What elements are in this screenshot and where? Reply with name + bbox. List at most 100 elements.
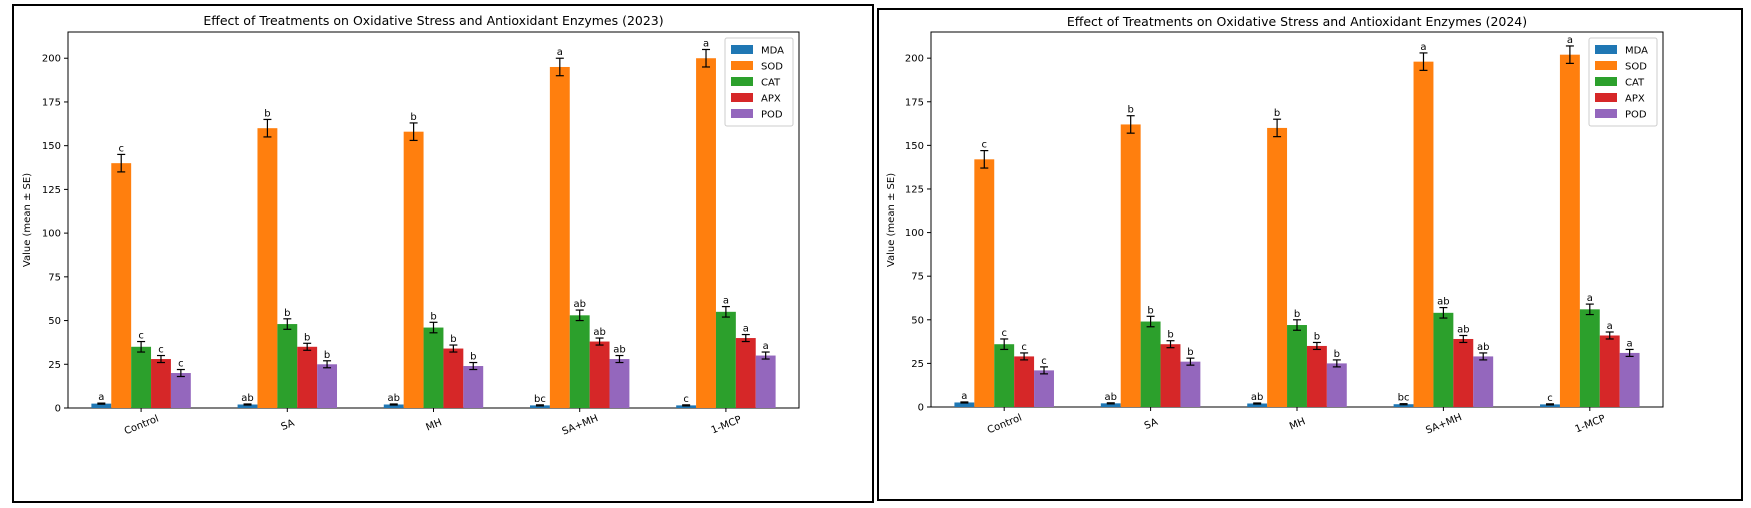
bar-mda: [91, 403, 112, 408]
y-tick-label: 0: [55, 404, 61, 415]
significance-letter: c: [1021, 342, 1026, 353]
bar-cat: [1579, 309, 1600, 407]
significance-letter: ab: [387, 393, 399, 404]
bar-apx: [1599, 335, 1620, 407]
bar-sod: [974, 159, 995, 407]
y-tick-label: 0: [918, 403, 924, 414]
y-axis-label: Value (mean ± SE): [22, 173, 33, 267]
bar-sod: [1413, 61, 1434, 408]
bar-apx: [589, 341, 610, 408]
bar-sod: [111, 163, 132, 408]
bar-apx: [735, 338, 756, 408]
bar-pod: [609, 359, 630, 408]
significance-letter: a: [703, 38, 709, 49]
significance-letter: c: [1041, 356, 1047, 367]
bar-chart-2024: Effect of Treatments on Oxidative Stress…: [886, 14, 1664, 437]
significance-letter: a: [1607, 321, 1613, 332]
bar-mda: [676, 405, 697, 408]
bar-sod: [257, 128, 278, 408]
bar-cat: [1433, 312, 1454, 407]
x-tick-label: SA: [1143, 417, 1160, 432]
significance-letter: a: [1587, 293, 1593, 304]
chart-panel-2024: Effect of Treatments on Oxidative Stress…: [877, 8, 1743, 501]
chart-panel-2023: Effect of Treatments on Oxidative Stress…: [12, 4, 874, 503]
bar-mda: [529, 405, 550, 408]
bar-mda: [954, 402, 975, 407]
significance-letter: b: [1274, 108, 1280, 119]
bar-mda: [1247, 403, 1268, 407]
bar-sod: [1267, 127, 1288, 407]
chart-title: Effect of Treatments on Oxidative Stress…: [1067, 14, 1527, 29]
legend-swatch-pod: [731, 109, 753, 118]
bar-cat: [1140, 321, 1161, 407]
legend-label: SOD: [761, 62, 783, 73]
x-tick-label: SA+MH: [561, 413, 600, 437]
significance-letter: b: [1334, 349, 1340, 360]
bar-pod: [1034, 370, 1054, 407]
significance-letter: ab: [241, 393, 253, 404]
y-tick-label: 175: [42, 97, 61, 108]
bar-cat: [715, 311, 736, 408]
x-tick-label: 1-MCP: [1574, 413, 1607, 435]
bar-cat: [131, 346, 152, 408]
x-tick-label: SA+MH: [1424, 412, 1463, 436]
bar-sod: [1559, 54, 1580, 408]
x-axis-ticks: Control SA MH SA+MH 1-MCP: [986, 407, 1607, 437]
bar-cat: [277, 324, 298, 408]
significance-letter: a: [1627, 338, 1633, 349]
significance-letter: b: [1187, 347, 1193, 358]
chart-title: Effect of Treatments on Oxidative Stress…: [203, 13, 663, 28]
significance-letter: ab: [1437, 297, 1449, 308]
y-tick-label: 125: [42, 185, 61, 196]
significance-letter: a: [557, 47, 563, 58]
bar-cat: [1287, 325, 1307, 407]
legend-label: CAT: [761, 78, 781, 89]
legend-label: SOD: [1625, 62, 1647, 73]
significance-letter: b: [1314, 331, 1320, 342]
significance-letter: b: [470, 352, 476, 363]
legend-label: POD: [761, 110, 783, 121]
y-tick-label: 175: [905, 97, 924, 108]
x-tick-label: SA: [280, 418, 297, 433]
significance-letter: b: [284, 308, 290, 319]
y-tick-label: 75: [911, 272, 924, 283]
significance-letter: b: [450, 334, 456, 345]
bar-pod: [317, 364, 338, 408]
significance-letter: c: [118, 143, 124, 154]
significance-letter: a: [98, 392, 104, 403]
legend-swatch-apx: [731, 93, 753, 102]
y-tick-label: 25: [911, 359, 924, 370]
bar-pod: [1326, 363, 1347, 407]
legend-label: MDA: [1625, 46, 1648, 57]
significance-letter: a: [961, 391, 967, 402]
bar-pod: [1180, 361, 1201, 407]
legend-box: [1588, 37, 1658, 127]
significance-letter: b: [410, 112, 416, 123]
significance-letter: bc: [534, 394, 546, 405]
legend-swatch-mda: [731, 45, 753, 54]
legend-swatch-cat: [731, 77, 753, 86]
significance-letter: b: [1294, 309, 1300, 320]
legend-label: APX: [1625, 94, 1645, 105]
legend-box: [724, 37, 794, 127]
bar-mda: [1540, 404, 1560, 407]
bar-mda: [1393, 404, 1414, 407]
bar-mda: [383, 404, 404, 408]
bar-apx: [1014, 356, 1035, 407]
significance-letter: b: [324, 350, 330, 361]
significance-letter: b: [1147, 305, 1153, 316]
bar-apx: [1160, 344, 1181, 407]
bar-sod: [549, 66, 570, 408]
bar-mda: [237, 404, 258, 408]
bar-cat: [569, 315, 590, 408]
significance-letter: c: [178, 359, 184, 370]
bar-cat: [994, 344, 1015, 407]
significance-letter: c: [982, 140, 988, 151]
significance-letter: ab: [1477, 342, 1489, 353]
significance-letter: a: [723, 296, 729, 307]
legend-swatch-pod: [1595, 109, 1617, 118]
significance-letter: c: [1547, 393, 1553, 404]
legend-swatch-sod: [1595, 61, 1617, 70]
legend-label: CAT: [1625, 78, 1645, 89]
